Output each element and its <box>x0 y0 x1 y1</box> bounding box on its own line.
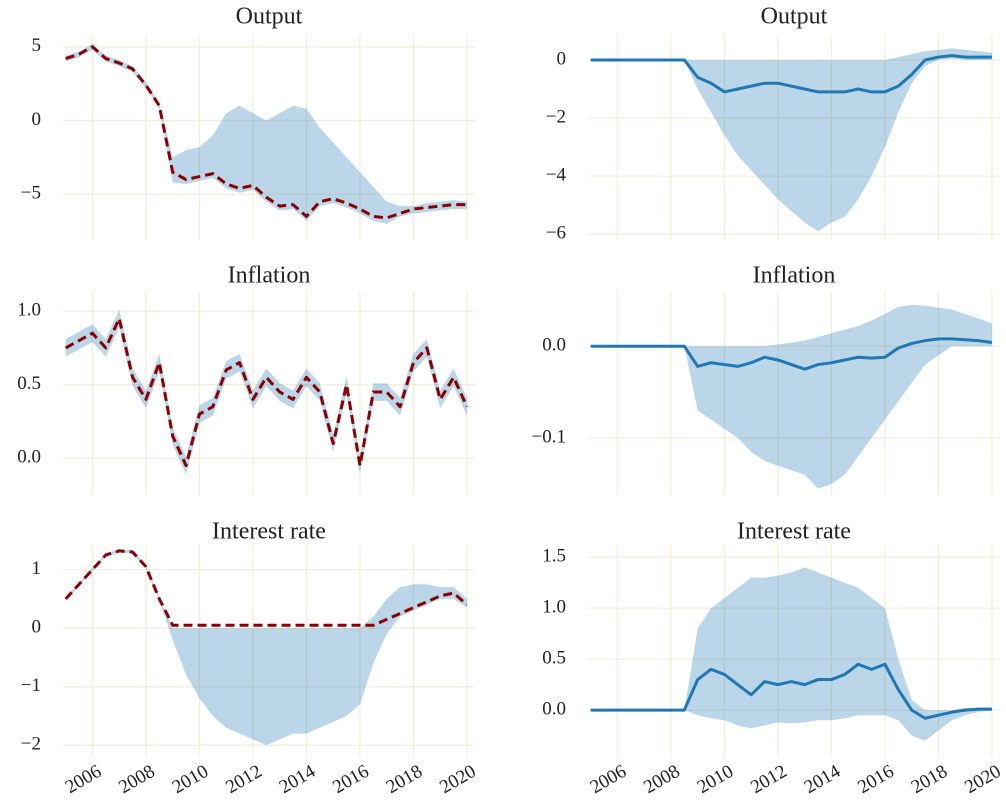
x-tick-label: 2012 <box>747 761 790 798</box>
y-tick-label: 1.0 <box>542 597 566 618</box>
x-tick-label: 2020 <box>961 761 1004 798</box>
line <box>65 45 467 220</box>
x-tick-label: 2014 <box>276 761 320 798</box>
panel-title: Inflation <box>753 263 836 289</box>
x-tick-label: 2018 <box>383 761 426 798</box>
y-tick-label: 0.5 <box>17 373 41 394</box>
y-tick-label: 0 <box>32 617 42 638</box>
y-tick-label: 1 <box>32 558 42 579</box>
band <box>65 43 467 224</box>
line <box>590 54 992 94</box>
x-tick-label: 2010 <box>694 761 737 798</box>
y-tick-label: 0.5 <box>542 648 566 669</box>
y-tick-label: −5 <box>21 183 41 204</box>
y-tick-label: −6 <box>546 223 566 244</box>
y-tick-label: 0.0 <box>542 335 566 356</box>
y-tick-label: 5 <box>32 35 42 56</box>
band <box>65 549 467 746</box>
y-tick-label: 0 <box>557 48 567 69</box>
band <box>65 309 467 475</box>
y-tick-label: 0.0 <box>17 447 41 468</box>
y-tick-label: −2 <box>21 734 41 755</box>
y-tick-label: −4 <box>546 164 567 185</box>
line <box>590 337 993 371</box>
y-tick-label: 0 <box>32 109 42 130</box>
panel-title: Output <box>761 4 828 30</box>
line <box>64 549 468 627</box>
panel-title: Output <box>236 4 303 30</box>
y-tick-label: 1.0 <box>17 299 41 320</box>
x-tick-label: 2018 <box>908 761 951 798</box>
band <box>590 567 992 741</box>
x-tick-label: 2006 <box>62 761 105 798</box>
panel-title: Interest rate <box>212 519 326 545</box>
x-tick-label: 2010 <box>169 761 212 798</box>
y-tick-label: 1.5 <box>542 546 566 567</box>
x-tick-label: 2008 <box>115 761 158 798</box>
panel-title: Inflation <box>228 263 311 289</box>
x-tick-label: 2006 <box>587 761 630 798</box>
line <box>64 316 469 468</box>
x-tick-label: 2008 <box>640 761 683 798</box>
y-tick-label: −0.1 <box>532 426 566 447</box>
x-tick-label: 2012 <box>222 761 265 798</box>
x-tick-label: 2020 <box>436 761 479 798</box>
band <box>590 304 992 489</box>
line <box>590 662 992 720</box>
x-tick-label: 2014 <box>801 761 845 798</box>
y-tick-label: −2 <box>546 106 566 127</box>
y-tick-label: 0.0 <box>542 698 566 719</box>
band <box>590 48 992 232</box>
x-tick-label: 2016 <box>854 761 897 798</box>
y-tick-label: −1 <box>21 675 41 696</box>
x-tick-label: 2016 <box>329 761 372 798</box>
panel-title: Interest rate <box>737 519 851 545</box>
